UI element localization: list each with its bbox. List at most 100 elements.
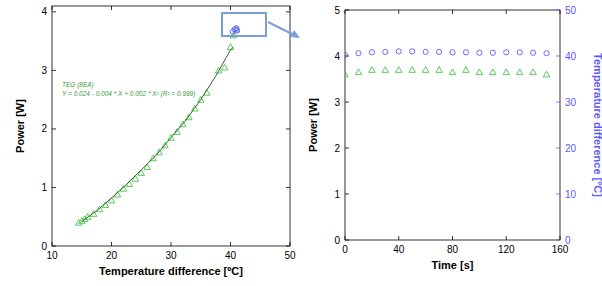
data-point [504, 50, 509, 55]
y-tick-right [286, 187, 290, 188]
x-tick-top [506, 10, 507, 14]
x-tick-label: 80 [447, 244, 459, 255]
y-tick [52, 128, 56, 129]
y-tick-label: 3 [41, 65, 47, 76]
y-tick [52, 11, 56, 12]
x-tick-label: 0 [342, 244, 348, 255]
y-tick-label: 4 [41, 6, 47, 17]
x-tick-top [398, 10, 399, 14]
y-tick-label: 2 [41, 123, 47, 134]
data-point [120, 185, 126, 191]
y-tick [52, 187, 56, 188]
data-point [436, 49, 441, 54]
x-tick [230, 242, 231, 246]
x-tick-top [345, 10, 346, 14]
x-tick-label: 10 [46, 250, 58, 261]
x-tick [171, 242, 172, 246]
y-tick-label: 2 [334, 143, 340, 154]
x-tick [290, 242, 291, 246]
y2-axis-title: Temperature difference [ºC] [592, 53, 602, 197]
data-point [382, 67, 388, 73]
data-point [234, 28, 239, 33]
data-point [356, 51, 361, 56]
y-tick-right [286, 246, 290, 247]
x-tick [398, 236, 399, 240]
y-tick-label: 1 [334, 189, 340, 200]
zoom-box [222, 13, 266, 36]
data-point [383, 49, 388, 54]
x-tick-label: 160 [552, 244, 569, 255]
x-tick [506, 236, 507, 240]
legend-entry: TEG (8EA) [62, 81, 94, 89]
data-point [531, 50, 536, 55]
data-point [477, 50, 482, 55]
data-point [517, 50, 522, 55]
data-point [227, 44, 233, 50]
y-tick-label: 0 [334, 235, 340, 246]
data-point [423, 49, 428, 54]
x-tick-label: 40 [225, 250, 237, 261]
x-tick-top [111, 6, 112, 10]
x-tick-top [560, 10, 561, 14]
y2-tick-label: 10 [565, 189, 577, 200]
y2-tick-label: 0 [565, 235, 571, 246]
x-tick [52, 242, 53, 246]
x-tick [560, 236, 561, 240]
y-tick-right [286, 11, 290, 12]
y-tick-label: 1 [41, 182, 47, 193]
data-point [410, 49, 415, 54]
x-tick-top [171, 6, 172, 10]
data-point [396, 67, 402, 73]
x-tick-top [230, 6, 231, 10]
data-point [543, 71, 549, 77]
data-point [490, 50, 495, 55]
y-tick-label: 5 [334, 5, 340, 16]
plot-area [76, 26, 240, 226]
y2-tick [556, 10, 560, 11]
y-tick [345, 10, 349, 11]
y-tick-label: 4 [334, 51, 340, 62]
y-tick [52, 246, 56, 247]
data-point [544, 51, 549, 56]
y2-tick-label: 20 [565, 143, 577, 154]
y2-tick [556, 102, 560, 103]
y-tick [345, 102, 349, 103]
data-point [450, 50, 455, 55]
plot-frame [52, 6, 290, 246]
zoom-arrowhead [290, 30, 300, 38]
y2-tick [556, 148, 560, 149]
plot-area [345, 49, 550, 77]
data-point [369, 67, 375, 73]
data-point [355, 69, 361, 75]
x-tick [345, 236, 346, 240]
y-tick [345, 148, 349, 149]
data-point [345, 52, 348, 57]
y-axis-title: Power [W] [14, 99, 26, 153]
x-tick-top [452, 10, 453, 14]
y-tick-label: 3 [334, 97, 340, 108]
data-point [449, 69, 455, 75]
x-tick-label: 20 [106, 250, 118, 261]
x-tick-label: 120 [498, 244, 515, 255]
y-tick-label: 0 [41, 241, 47, 252]
y2-tick-label: 40 [565, 51, 577, 62]
data-point [369, 50, 374, 55]
x-tick-label: 50 [284, 250, 296, 261]
data-point [463, 67, 469, 73]
y-tick [345, 240, 349, 241]
y2-tick-label: 50 [565, 5, 577, 16]
data-point [476, 69, 482, 75]
y2-tick-label: 30 [565, 97, 577, 108]
data-point [463, 50, 468, 55]
data-point [530, 69, 536, 75]
y-tick-right [286, 70, 290, 71]
x-tick-label: 30 [165, 250, 177, 261]
data-point [436, 67, 442, 73]
y2-tick [556, 240, 560, 241]
legend-entry: Y = 0.024 - 0.004 * X + 0.002 * X² (R² =… [62, 90, 195, 98]
data-point [516, 69, 522, 75]
y2-tick [556, 56, 560, 57]
fit-line [82, 47, 234, 221]
figure: 102030405001234Temperature difference [º… [0, 0, 602, 286]
x-tick-top [52, 6, 53, 10]
